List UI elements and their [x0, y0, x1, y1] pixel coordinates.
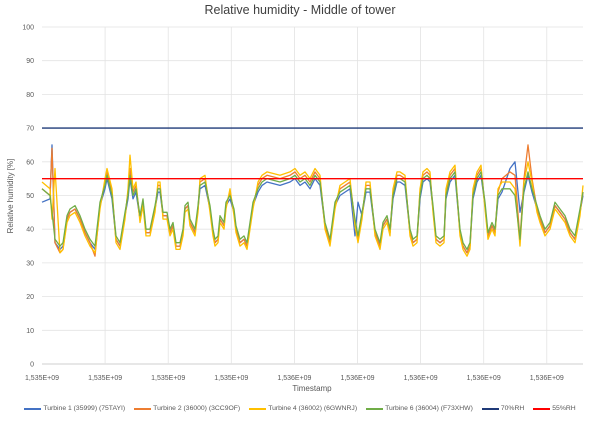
legend-item: Turbine 2 (36000) (3CC9OF): [134, 405, 240, 412]
x-tick-label: 1,535E+09: [214, 375, 248, 382]
x-tick-label: 1,535E+09: [88, 375, 122, 382]
legend-swatch: [249, 407, 267, 410]
legend-item: Turbine 4 (36002) (6GWNRJ): [249, 405, 357, 412]
y-tick-label: 60: [26, 159, 34, 166]
legend-swatch: [366, 407, 384, 410]
legend-label: 55%RH: [552, 405, 576, 412]
y-tick-label: 10: [26, 328, 34, 335]
reference-lines: [42, 127, 583, 180]
legend-label: Turbine 4 (36002) (6GWNRJ): [268, 405, 358, 412]
legend: Turbine 1 (35999) (75TAYI) Turbine 2 (360…: [0, 405, 600, 412]
y-tick-label: 0: [30, 362, 34, 369]
legend-label: Turbine 1 (35999) (75TAYI): [43, 405, 126, 412]
x-tick-labels: 1,535E+09 1,535E+09 1,535E+09 1,535E+09 1,53…: [25, 375, 564, 382]
legend-swatch: [24, 407, 42, 410]
legend-swatch: [533, 407, 551, 410]
x-tick-label: 1,536E+09: [404, 375, 438, 382]
y-tick-label: 50: [26, 193, 34, 200]
y-axis-label: Relative humidity [%]: [6, 159, 15, 234]
y-tick-label: 20: [26, 294, 34, 301]
legend-label: Turbine 6 (36004) (F73XHW): [385, 405, 473, 412]
series-line-1: [41, 144, 584, 254]
x-axis-label: Timestamp: [292, 384, 332, 393]
x-tick-label: 1,536E+09: [467, 375, 501, 382]
legend-item: 70%RH: [481, 405, 525, 412]
legend-label: 70%RH: [500, 405, 525, 412]
y-tick-label: 100: [22, 25, 34, 32]
y-tick-label: 90: [26, 58, 34, 65]
legend-item: Turbine 1 (35999) (75TAYI): [24, 405, 125, 412]
y-tick-label: 40: [26, 227, 34, 234]
legend-swatch: [134, 407, 152, 410]
x-tick-label: 1,536E+09: [277, 375, 311, 382]
y-tick-label: 80: [26, 92, 34, 99]
chart-title: Relative humidity - Middle of tower: [204, 3, 395, 17]
legend-label: Turbine 2 (36000) (3CC9OF): [153, 405, 241, 412]
x-tick-label: 1,535E+09: [25, 375, 59, 382]
y-tick-label: 70: [26, 126, 34, 133]
legend-item: Turbine 6 (36004) (F73XHW): [366, 405, 473, 412]
legend-item: 55%RH: [533, 405, 576, 412]
x-tick-label: 1,536E+09: [340, 375, 374, 382]
series-line-3: [41, 154, 584, 257]
series-line-4: [41, 171, 584, 251]
y-tick-labels: 0 10 20 30 40 50 60 70 80 90 100: [22, 25, 34, 369]
x-tick-label: 1,536E+09: [530, 375, 564, 382]
gridlines: [42, 26, 583, 365]
y-tick-label: 30: [26, 260, 34, 267]
x-tick-label: 1,535E+09: [151, 375, 185, 382]
legend-swatch: [481, 407, 499, 410]
